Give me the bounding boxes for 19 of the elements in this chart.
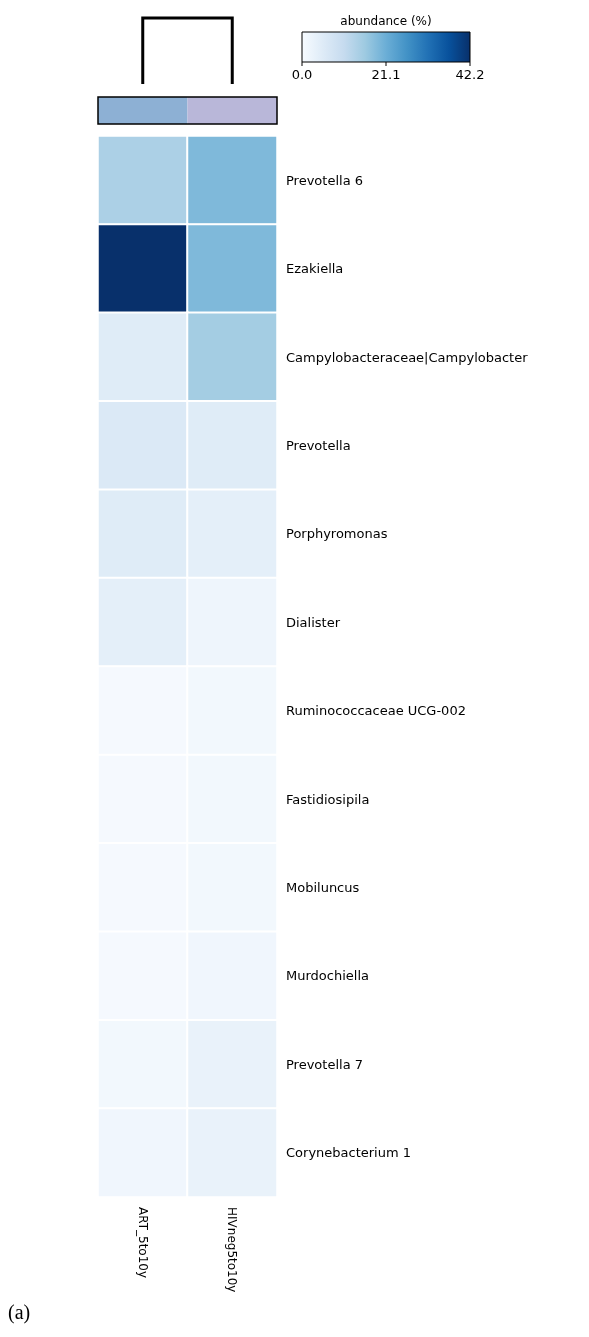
y-tick-label: Ruminococcaceae UCG-002 <box>286 703 466 719</box>
x-tick-label: HIVneg5to10y <box>225 1207 240 1293</box>
color-bar-label: 21.1 <box>371 67 401 82</box>
x-tick-label: ART_5to10y <box>135 1207 150 1279</box>
y-tick-label: Mobiluncus <box>286 880 360 896</box>
y-tick-label: Prevotella 7 <box>286 1056 364 1072</box>
y-tick-label: Porphyromonas <box>286 526 388 542</box>
y-tick-label: Dialister <box>286 614 341 630</box>
y-tick-label: Prevotella <box>286 437 351 453</box>
y-tick-label: Ezakiella <box>286 261 344 277</box>
color-bar-label: 42.2 <box>455 67 485 82</box>
y-tick-label: Fastidiosipila <box>286 791 370 807</box>
color-bar-title: abundance (%) <box>340 14 432 28</box>
y-tick-label: Prevotella 6 <box>286 172 364 188</box>
text: (a) <box>8 1301 31 1324</box>
y-tick-label: Campylobacteraceae|Campylobacter <box>286 349 529 365</box>
y-tick-label: Corynebacterium 1 <box>286 1145 412 1161</box>
y-tick-label: Murdochiella <box>286 968 369 984</box>
color-bar-label: 0.0 <box>291 67 313 82</box>
